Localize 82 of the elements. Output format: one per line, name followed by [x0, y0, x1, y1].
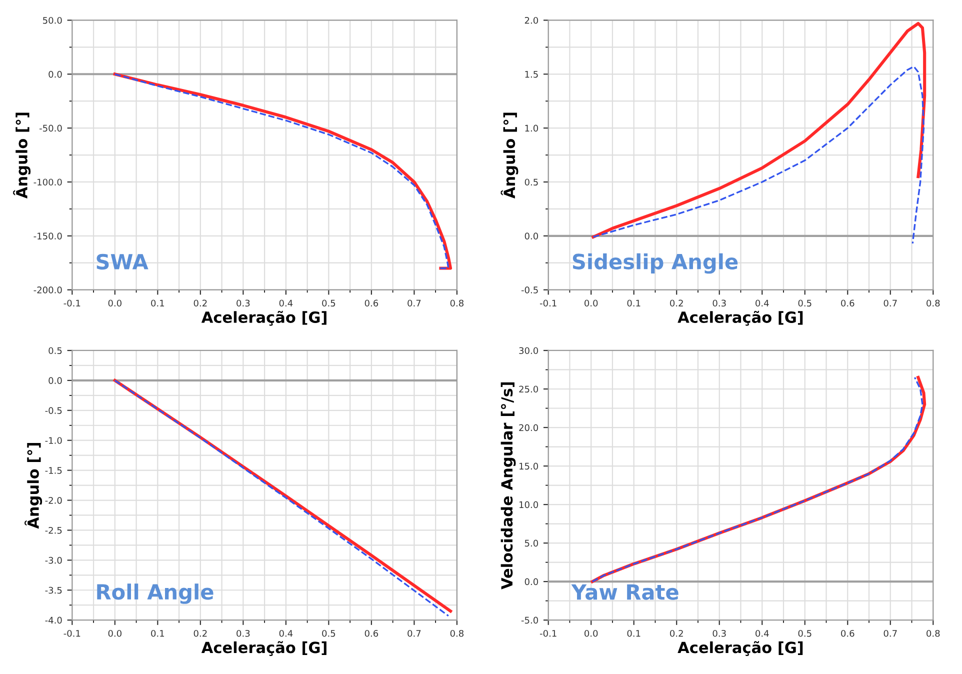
y-axis-title: Ângulo [°]: [500, 112, 518, 199]
y-tick-label: 5.0: [524, 540, 538, 547]
x-tick-label: 0.5: [322, 300, 336, 307]
x-tick-label: -0.1: [64, 630, 80, 637]
y-tick-label: 30.0: [519, 347, 538, 354]
y-axis-title: Ângulo [°]: [13, 112, 31, 199]
text: Sideslip Angle: [572, 253, 738, 274]
y-tick-label: 0.0: [524, 232, 538, 240]
x-axis-title: Aceleração [G]: [201, 641, 326, 656]
x-tick-label: 0.8: [450, 300, 464, 307]
x-axis-title: Aceleração [G]: [678, 641, 803, 656]
x-tick-label: 0.6: [364, 630, 378, 637]
y-tick-label: -2.0: [45, 496, 62, 504]
x-tick-label: 0.2: [670, 630, 683, 637]
x-tick-label: 0.3: [236, 300, 250, 307]
x-tick-label: 0.4: [756, 630, 769, 637]
y-tick-label: 0.0: [48, 70, 62, 78]
x-tick-label: 0.6: [841, 300, 854, 307]
x-tick-label: -0.1: [64, 300, 80, 307]
y-tick-label: -3.5: [45, 586, 62, 594]
x-tick-label: 0.1: [627, 300, 640, 307]
x-axis-title: Aceleração [G]: [201, 310, 326, 326]
y-tick-label: -1.5: [45, 467, 62, 474]
y-tick-label: 1.5: [525, 70, 538, 78]
y-tick-label: -150.0: [34, 232, 62, 240]
y-tick-label: -1.0: [45, 437, 62, 444]
text: SWA: [96, 254, 148, 270]
x-tick-label: 0.8: [926, 300, 940, 307]
y-tick-label: 0.5: [524, 178, 538, 186]
y-tick-label: -5.0: [521, 616, 538, 624]
x-tick-label: 0.4: [279, 630, 293, 637]
y-tick-label: -2.5: [45, 526, 62, 534]
x-tick-label: 0.5: [322, 630, 336, 637]
y-axis-title: Ângulo [°]: [24, 443, 42, 529]
y-tick-label: 0.0: [524, 578, 538, 586]
x-tick-label: 0.6: [364, 300, 378, 307]
y-tick-label: -4.0: [45, 616, 62, 624]
x-tick-label: 0.2: [194, 300, 207, 307]
x-tick-label: 0.4: [756, 300, 769, 307]
x-tick-label: 0.5: [798, 630, 812, 637]
y-tick-label: 1.0: [525, 124, 538, 132]
x-tick-label: 0.6: [841, 630, 854, 637]
y-tick-label: -200.0: [34, 286, 62, 294]
x-tick-label: 0.3: [712, 630, 726, 637]
x-tick-label: 0.7: [884, 300, 897, 307]
y-tick-label: -3.0: [45, 556, 62, 564]
x-tick-label: 0.7: [408, 630, 421, 637]
y-axis-title: Velocidade Angular [°/s]: [500, 382, 516, 590]
x-tick-label: 0.7: [884, 630, 897, 637]
y-tick-label: 25.0: [519, 386, 538, 393]
x-tick-label: 0.0: [108, 300, 122, 307]
y-tick-label: -100.0: [34, 178, 62, 186]
y-tick-label: 15.0: [520, 462, 538, 470]
x-tick-label: 0.5: [798, 300, 812, 307]
x-tick-label: 0.0: [108, 630, 122, 637]
x-tick-label: 0.2: [194, 630, 207, 637]
text: Roll Angle: [97, 584, 214, 604]
x-tick-label: 0.1: [151, 630, 164, 637]
y-tick-label: 0.5: [48, 347, 62, 354]
x-tick-label: 0.0: [584, 300, 598, 307]
x-tick-label: 0.3: [712, 300, 726, 307]
x-tick-label: 0.2: [670, 300, 683, 307]
x-tick-label: 0.7: [408, 300, 421, 307]
y-tick-label: -50.0: [40, 124, 62, 132]
x-tick-label: 0.4: [279, 300, 293, 307]
x-tick-label: 0.0: [584, 630, 598, 637]
y-tick-label: -0.5: [521, 286, 538, 294]
x-tick-label: 0.8: [450, 630, 464, 637]
x-tick-label: -0.1: [540, 300, 556, 307]
y-tick-label: 20.0: [519, 424, 538, 432]
y-tick-label: -0.5: [45, 407, 62, 414]
x-tick-label: -0.1: [540, 630, 556, 637]
x-tick-label: 0.1: [151, 300, 164, 307]
y-tick-label: 0.0: [48, 377, 62, 384]
y-tick-label: 10.0: [520, 501, 538, 508]
text: Yaw Rate: [571, 584, 678, 600]
x-tick-label: 0.1: [627, 630, 640, 637]
y-tick-label: 50.0: [43, 16, 62, 24]
x-axis-title: Aceleração [G]: [678, 310, 803, 326]
y-tick-label: 2.0: [524, 16, 538, 24]
x-tick-label: 0.3: [236, 630, 250, 637]
x-tick-label: 0.8: [926, 630, 940, 637]
